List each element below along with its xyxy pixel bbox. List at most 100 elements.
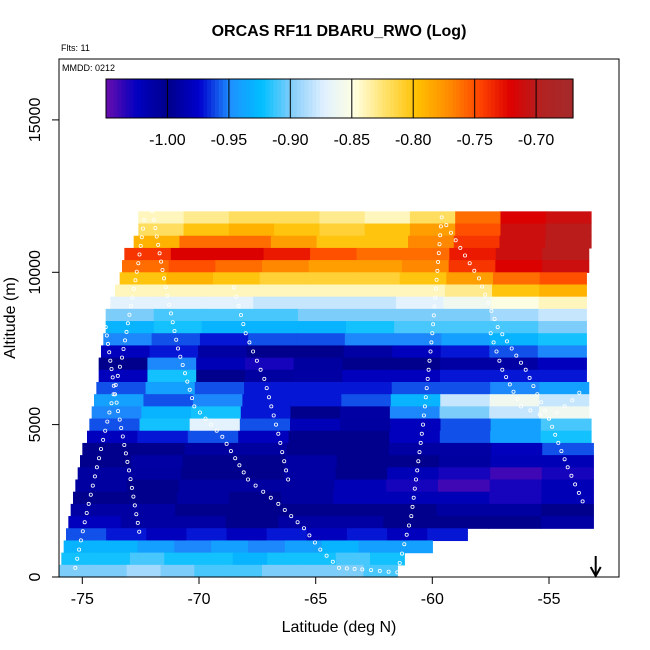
- heatmap-cell: [183, 211, 230, 225]
- heatmap-cell: [129, 552, 165, 566]
- heatmap-cell: [399, 272, 447, 286]
- track-point: [241, 470, 246, 475]
- colorbar-segment: [448, 79, 453, 118]
- heatmap-cell: [340, 406, 391, 420]
- track-point: [127, 468, 132, 473]
- track-point: [483, 292, 488, 297]
- track-point: [406, 523, 411, 528]
- track-point: [426, 367, 431, 372]
- colorbar-segment: [557, 79, 562, 118]
- heatmap-cell: [100, 540, 138, 554]
- colorbar-segment: [366, 79, 372, 118]
- track-point: [268, 495, 273, 500]
- track-point: [280, 450, 285, 455]
- colorbar-segment: [545, 79, 551, 118]
- heatmap-cell: [173, 516, 227, 529]
- track-point: [104, 333, 109, 338]
- heatmap-cell: [489, 333, 539, 347]
- heatmap-cell: [205, 296, 254, 310]
- heatmap-cell: [153, 308, 203, 322]
- heatmap-cell: [408, 235, 455, 249]
- heatmap-cell: [96, 381, 147, 395]
- heatmap-cell: [125, 491, 178, 505]
- heatmap-cell: [448, 260, 496, 273]
- track-point: [547, 416, 552, 421]
- heatmap-cell: [348, 296, 397, 310]
- track-point: [438, 224, 443, 229]
- track-point: [264, 386, 269, 391]
- colorbar-segment: [432, 79, 438, 118]
- heatmap-cell: [175, 503, 229, 517]
- colorbar-segment: [253, 79, 259, 118]
- colorbar-segment: [207, 79, 212, 118]
- track-point: [130, 295, 135, 300]
- heatmap-cell: [105, 321, 155, 334]
- heatmap-cell: [342, 357, 392, 371]
- heatmap-cell: [232, 552, 268, 566]
- colorbar-segment: [464, 79, 469, 118]
- track-point: [233, 456, 238, 461]
- heatmap-cell: [296, 333, 346, 347]
- track-point: [122, 442, 127, 447]
- heatmap-cell: [334, 479, 387, 493]
- track-point: [88, 492, 93, 497]
- track-point: [569, 473, 574, 478]
- heatmap-cell: [545, 235, 592, 249]
- heatmap-cell: [194, 564, 229, 578]
- colorbar-segment: [160, 79, 165, 118]
- colorbar-tick-label: -0.80: [395, 132, 432, 149]
- heatmap-cell: [440, 394, 491, 407]
- heatmap-cell: [386, 479, 439, 493]
- heatmap-cell: [337, 442, 390, 456]
- track-point: [480, 284, 485, 289]
- colorbar-segment: [390, 79, 395, 118]
- track-point: [127, 312, 132, 317]
- heatmap-cell: [147, 357, 197, 371]
- colorbar-segment: [304, 79, 309, 118]
- track-point: [402, 542, 407, 547]
- track-point: [180, 362, 185, 367]
- heatmap-cell: [70, 503, 124, 517]
- colorbar-tick-label: -1.00: [149, 132, 186, 149]
- track-point: [113, 392, 118, 397]
- heatmap-cell: [387, 467, 440, 481]
- track-point: [453, 238, 458, 243]
- heatmap-cell: [335, 552, 371, 566]
- heatmap-cell: [391, 369, 441, 383]
- colorbar-segment: [514, 79, 520, 118]
- track-point: [159, 259, 164, 264]
- heatmap-cell: [295, 564, 331, 578]
- colorbar-segment: [386, 79, 391, 118]
- track-point: [409, 514, 414, 519]
- heatmap-cell: [541, 467, 594, 481]
- heatmap-cell: [541, 479, 594, 493]
- heatmap-cell: [141, 406, 192, 420]
- colorbar-segment: [413, 79, 418, 118]
- track-point: [289, 514, 294, 519]
- heatmap-cell: [488, 357, 539, 371]
- track-point: [75, 556, 80, 561]
- track-point: [433, 286, 438, 291]
- arrow-marker-icon: [589, 556, 602, 579]
- heatmap-cell: [133, 442, 186, 456]
- heatmap-cell: [490, 308, 539, 322]
- heatmap-cell: [66, 528, 107, 542]
- heatmap-cell: [537, 345, 587, 359]
- track-point: [344, 566, 349, 571]
- track-point: [160, 267, 165, 272]
- track-point: [515, 397, 520, 402]
- colorbar-segment: [506, 79, 512, 118]
- track-point: [276, 431, 281, 436]
- track-point: [360, 567, 365, 572]
- colorbar-segment: [335, 79, 341, 118]
- colorbar-segment: [281, 79, 286, 118]
- colorbar-segment: [211, 79, 216, 118]
- track-point: [577, 390, 582, 395]
- heatmap-cell: [293, 381, 344, 395]
- track-point: [336, 565, 341, 570]
- heatmap-cell: [147, 369, 197, 383]
- heatmap-cell: [440, 345, 490, 359]
- track-point: [397, 561, 402, 566]
- heatmap-cell: [489, 345, 539, 359]
- heatmap-cell: [297, 308, 347, 322]
